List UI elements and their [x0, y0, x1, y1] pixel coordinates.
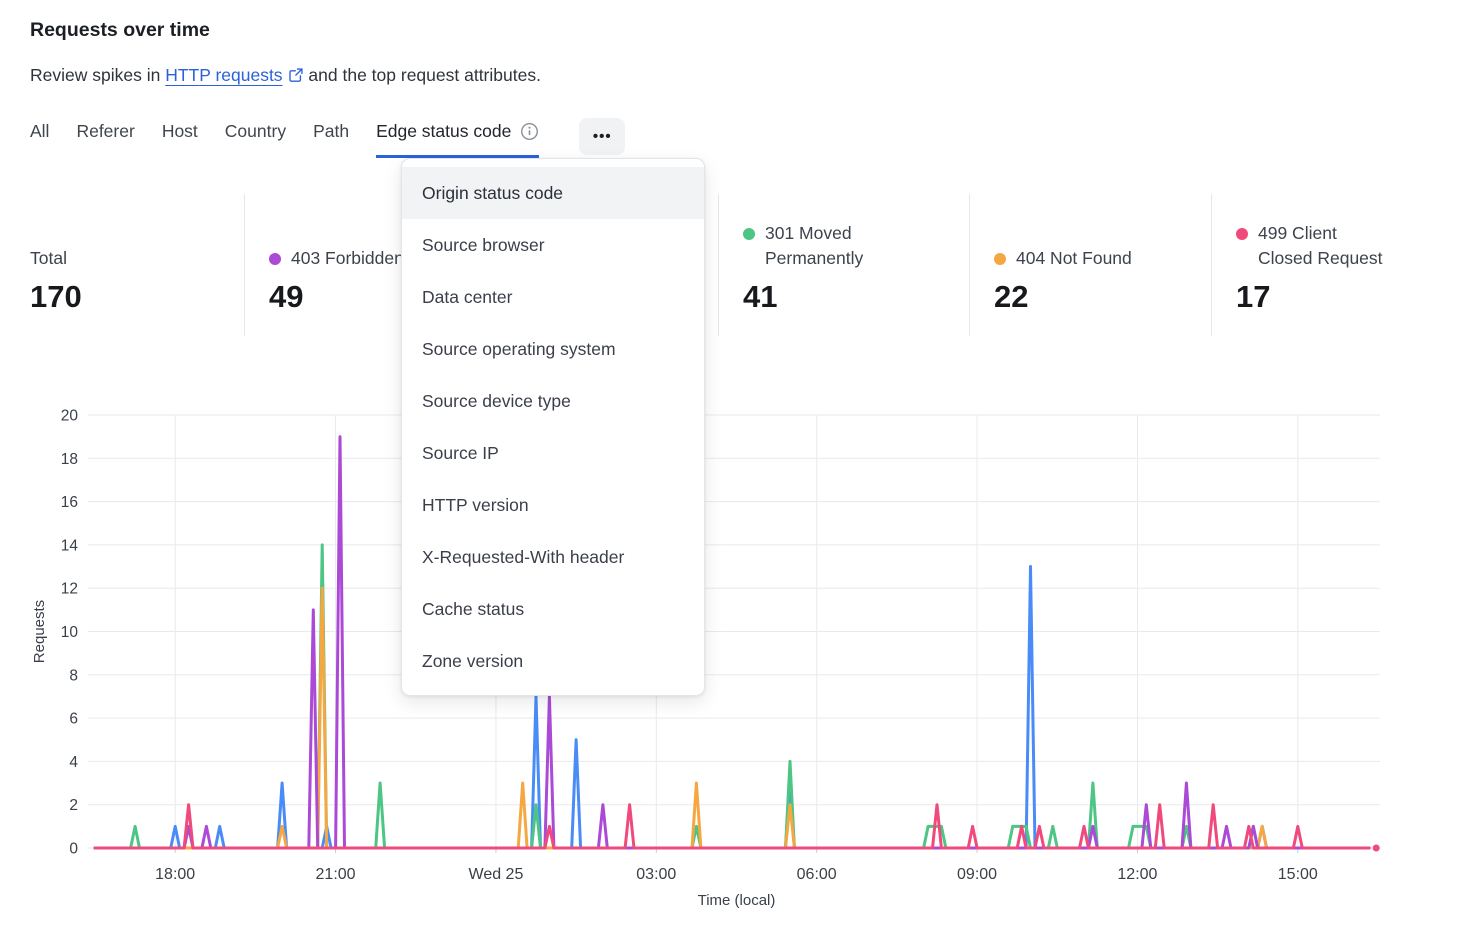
legend-dot-icon [743, 228, 755, 240]
stat-label-text: 499 Client Closed Request [1258, 223, 1383, 268]
stat-label-text: Total [30, 248, 67, 268]
tab-edge-status-code[interactable]: Edge status code [376, 121, 540, 158]
more-attributes-button[interactable]: ••• [579, 118, 626, 155]
svg-text:16: 16 [61, 494, 78, 511]
svg-text:Requests: Requests [31, 600, 48, 663]
stat-value: 22 [994, 279, 1029, 314]
svg-text:18: 18 [61, 451, 78, 468]
tab-referer[interactable]: Referer [76, 121, 134, 158]
tab-label: Country [224, 121, 287, 141]
menu-item-source-browser[interactable]: Source browser [422, 235, 545, 255]
tab-label: Referer [76, 121, 135, 141]
stat-value: 170 [30, 279, 82, 314]
menu-item-source-operating-system[interactable]: Source operating system [422, 339, 616, 359]
external-link-icon [288, 66, 304, 88]
tab-all[interactable]: All [30, 121, 49, 158]
menu-item-cache-status[interactable]: Cache status [422, 599, 525, 619]
svg-text:Wed 25: Wed 25 [469, 866, 524, 883]
menu-item-http-version[interactable]: HTTP version [422, 495, 529, 515]
menu-item-source-ip[interactable]: Source IP [422, 443, 499, 463]
svg-text:12:00: 12:00 [1117, 866, 1157, 883]
stat-label: 404 Not Found [994, 246, 1211, 271]
tab-label: Path [313, 121, 350, 141]
stat-total: Total 170 [30, 194, 244, 336]
tab-label: Edge status code [376, 121, 512, 141]
svg-text:15:00: 15:00 [1278, 866, 1318, 883]
svg-text:4: 4 [69, 754, 78, 771]
svg-text:21:00: 21:00 [316, 866, 356, 883]
svg-text:Time (local): Time (local) [698, 892, 776, 909]
stat-301-moved-permanently: 301 Moved Permanently 41 [718, 194, 969, 336]
series-line-purple [93, 435, 1371, 850]
menu-item-data-center[interactable]: Data center [422, 287, 513, 307]
stat-value: 17 [1236, 279, 1271, 314]
info-icon[interactable] [520, 122, 539, 141]
svg-text:18:00: 18:00 [155, 866, 195, 883]
legend-dot-icon [269, 253, 281, 265]
header: Requests over time Review spikes in HTTP… [0, 0, 1458, 88]
subtitle: Review spikes in HTTP requests and the t… [30, 64, 1428, 88]
attribute-tabs: All Referer Host Country Path Edge status cod… [30, 118, 1428, 158]
stat-499-client-closed-request: 499 Client Closed Request 17 [1211, 194, 1458, 336]
svg-text:14: 14 [61, 537, 79, 554]
series-line-green [93, 543, 1371, 850]
tab-host[interactable]: Host [162, 121, 198, 158]
legend-dot-icon [1236, 228, 1248, 240]
svg-text:12: 12 [61, 581, 78, 598]
http-requests-link[interactable]: HTTP requests [165, 65, 303, 85]
svg-text:09:00: 09:00 [957, 866, 997, 883]
series-end-dot [1372, 844, 1380, 852]
page-title: Requests over time [30, 19, 210, 41]
stat-label-text: 301 Moved Permanently [765, 223, 864, 268]
menu-item-source-device-type[interactable]: Source device type [422, 391, 571, 411]
stat-label: 499 Client Closed Request [1236, 221, 1458, 271]
stat-label-text: 403 Forbidden [291, 248, 404, 268]
svg-text:10: 10 [61, 624, 79, 641]
menu-item-zone-version[interactable]: Zone version [422, 651, 524, 671]
tab-country[interactable]: Country [225, 121, 286, 158]
svg-text:03:00: 03:00 [636, 866, 676, 883]
tab-label: Host [161, 121, 198, 141]
series-line-pink [93, 803, 1371, 850]
stat-label: Total [30, 246, 244, 271]
stat-value: 49 [269, 279, 304, 314]
subtitle-prefix: Review spikes in [30, 65, 166, 85]
stats-row: Total 170 403 Forbidden 49 301 Moved Permanen… [30, 194, 1458, 336]
series-line-blue [93, 565, 1371, 850]
menu-item-x-requested-with-header[interactable]: X-Requested-With header [422, 547, 625, 567]
stat-label: 301 Moved Permanently [743, 221, 969, 271]
stat-label: 403 Forbidden [269, 246, 718, 271]
svg-text:8: 8 [69, 667, 78, 684]
svg-text:0: 0 [69, 841, 78, 858]
stat-label-text: 404 Not Found [1016, 248, 1132, 268]
tab-label: All [30, 121, 50, 141]
tab-path[interactable]: Path [313, 121, 349, 158]
menu-item-origin-status-code[interactable]: Origin status code [402, 167, 704, 219]
stat-value: 41 [743, 279, 778, 314]
subtitle-suffix: and the top request attributes. [303, 65, 541, 85]
svg-text:20: 20 [61, 408, 79, 425]
svg-text:6: 6 [69, 711, 78, 728]
stat-404-not-found: 404 Not Found 22 [969, 194, 1211, 336]
legend-dot-icon [994, 253, 1006, 265]
stat-403-forbidden: 403 Forbidden 49 [244, 194, 718, 336]
svg-text:06:00: 06:00 [797, 866, 837, 883]
svg-text:2: 2 [69, 797, 78, 814]
attribute-dropdown-menu: Origin status code Source browser Data cen… [401, 158, 705, 696]
